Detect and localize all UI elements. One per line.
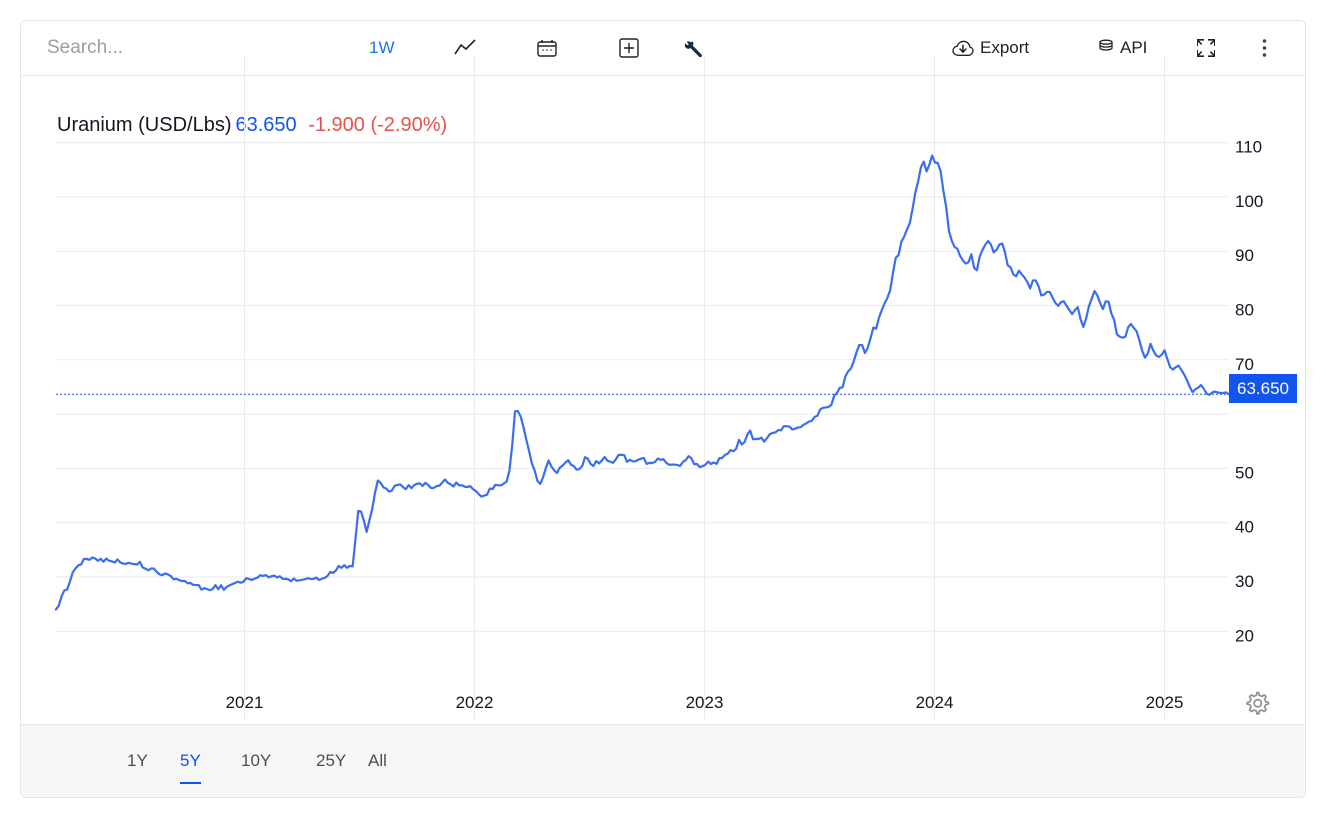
svg-text:30: 30	[1235, 572, 1254, 591]
svg-text:110: 110	[1235, 138, 1262, 157]
svg-text:20: 20	[1235, 626, 1254, 645]
svg-text:80: 80	[1235, 301, 1254, 320]
svg-text:40: 40	[1235, 518, 1254, 537]
svg-text:70: 70	[1235, 355, 1254, 374]
svg-text:50: 50	[1235, 463, 1254, 482]
svg-text:100: 100	[1235, 192, 1263, 211]
svg-text:90: 90	[1235, 246, 1254, 265]
